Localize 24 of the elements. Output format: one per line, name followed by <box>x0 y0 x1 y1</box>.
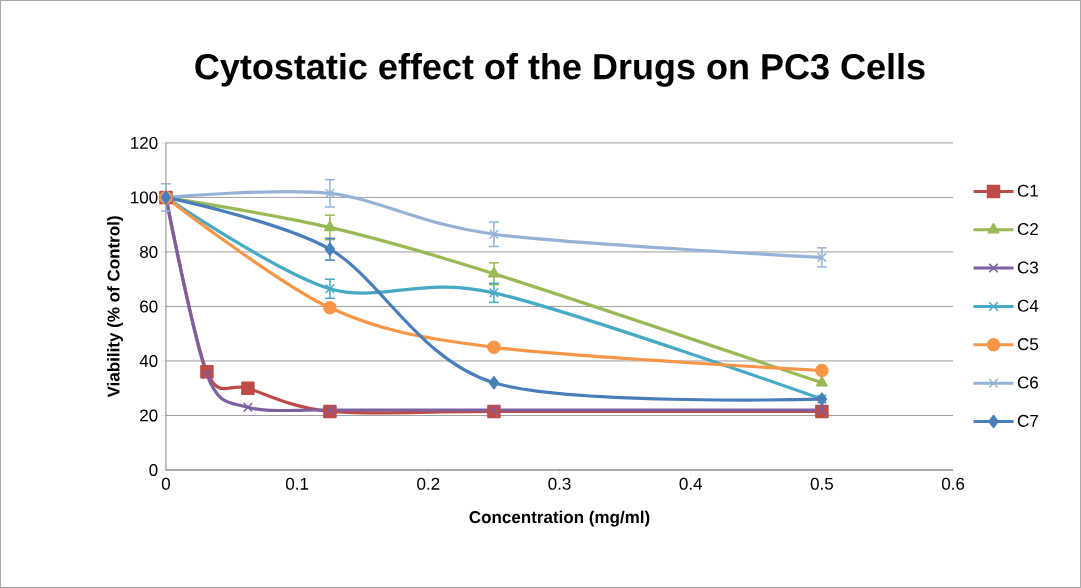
y-tick-label: 80 <box>139 245 158 259</box>
legend-label: C2 <box>1017 223 1038 236</box>
x-tick-label: 0.6 <box>941 477 965 490</box>
chart-title: Cytostatic effect of the Drugs on PC3 Cells <box>195 53 925 87</box>
legend-label: C7 <box>1017 414 1038 427</box>
y-tick-label: 60 <box>140 300 158 313</box>
legend-label: C6 <box>1017 376 1038 389</box>
x-axis-title: Concentration (mg/ml) <box>469 510 650 527</box>
legend-label: C5 <box>1017 338 1039 351</box>
legend-label: C3 <box>1017 261 1038 274</box>
x-tick-label: 0 <box>161 477 171 490</box>
legend-label: C4 <box>1017 299 1039 312</box>
y-axis-title: Viability (% of Control) <box>107 216 123 398</box>
y-tick-label: 100 <box>131 191 158 204</box>
y-tick-label: 0 <box>149 464 158 477</box>
y-tick-label: 120 <box>131 136 158 149</box>
x-tick-label: 0.4 <box>679 477 703 490</box>
y-tick-label: 40 <box>139 354 158 368</box>
x-tick-label: 0.2 <box>417 477 440 490</box>
y-tick-label: 20 <box>140 409 158 422</box>
x-tick-label: 0.5 <box>810 477 833 490</box>
x-tick-label: 0.3 <box>548 477 571 490</box>
legend-label: C1 <box>1017 184 1038 197</box>
x-tick-label: 0.1 <box>285 477 309 490</box>
